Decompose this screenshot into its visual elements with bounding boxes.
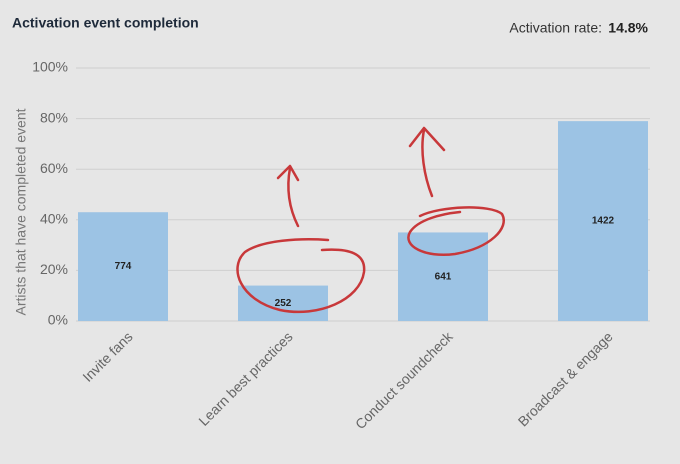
y-tick-label: 20% <box>40 261 68 277</box>
y-tick-label: 80% <box>40 109 68 125</box>
bar <box>238 285 328 321</box>
y-tick-label: 0% <box>48 312 68 328</box>
circle-annotation <box>407 206 505 257</box>
annotation-label: Activation rate: <box>509 20 602 36</box>
y-tick-label: 40% <box>40 211 68 227</box>
y-tick-label: 60% <box>40 160 68 176</box>
y-tick-label: 100% <box>32 59 68 75</box>
circle-annotation <box>236 238 366 314</box>
annotation-value: 14.8% <box>608 20 648 36</box>
chart-title: Activation event completion <box>12 15 199 31</box>
y-axis-label: Artists that have completed event <box>13 108 29 315</box>
arrow-annotation <box>408 126 446 198</box>
arrow-annotation <box>276 164 300 228</box>
bar-count-label: 252 <box>275 298 292 309</box>
hand-annotations <box>236 126 505 314</box>
bar <box>78 212 168 321</box>
bar-count-label: 641 <box>435 271 452 282</box>
bar-count-label: 1422 <box>592 216 615 227</box>
bar-count-label: 774 <box>115 261 132 272</box>
bar <box>558 121 648 321</box>
